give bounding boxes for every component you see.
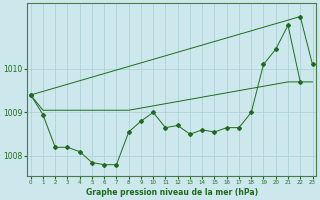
X-axis label: Graphe pression niveau de la mer (hPa): Graphe pression niveau de la mer (hPa)	[85, 188, 258, 197]
